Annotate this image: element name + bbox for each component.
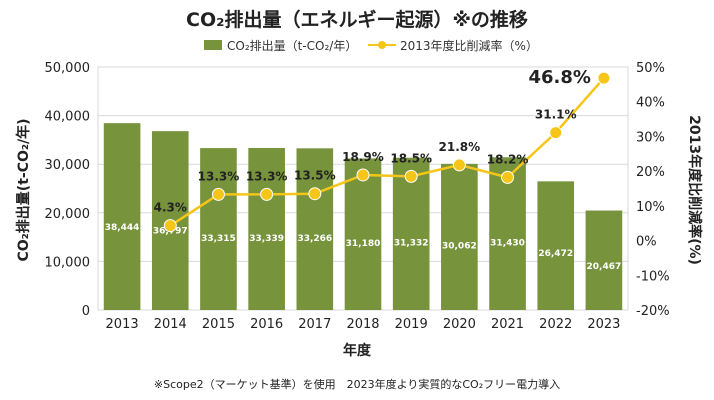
footnote: ※Scope2（マーケット基準）を使用 2023年度より実質的なCO₂フリー電力… bbox=[154, 377, 560, 391]
x-tick-label: 2022 bbox=[539, 317, 572, 332]
bar-value-label: 31,430 bbox=[490, 238, 525, 248]
reduction-marker bbox=[452, 158, 466, 172]
bar bbox=[248, 147, 285, 310]
bar-value-label: 38,444 bbox=[105, 223, 140, 233]
y-tick-label-right: 50% bbox=[636, 61, 665, 76]
bar bbox=[200, 148, 237, 310]
x-axis-ticks: 2013 2014 2015 2016 2017 2018 2019 2020 2021 2022… bbox=[106, 317, 621, 332]
bar-value-label: 20,467 bbox=[587, 262, 622, 272]
legend-bar-label: CO₂排出量（t-CO₂/年） bbox=[227, 39, 357, 53]
reduction-value-label: 4.3% bbox=[154, 201, 187, 215]
legend-line-marker bbox=[378, 41, 386, 49]
y-tick-label-right: 0% bbox=[636, 235, 657, 250]
bar bbox=[103, 123, 141, 310]
legend: CO₂排出量（t-CO₂/年） 2013年度比削減率（%） bbox=[204, 38, 538, 53]
bar bbox=[296, 148, 334, 310]
reduction-value-label: 31.1% bbox=[535, 108, 577, 122]
reduction-marker bbox=[501, 170, 515, 184]
bar-value-label: 31,180 bbox=[346, 239, 381, 249]
bar bbox=[392, 157, 430, 310]
reduction-labels: 4.3% 13.3% 13.3% 13.5% 18.9% 18.5% 21.8% 18.2% 3… bbox=[154, 67, 591, 215]
reduction-value-label: 46.8% bbox=[528, 67, 590, 88]
x-tick-label: 2019 bbox=[395, 317, 428, 332]
y-tick-label-right: 40% bbox=[636, 96, 665, 111]
y-tick-label-left: 50,000 bbox=[45, 61, 91, 76]
reduction-line bbox=[163, 71, 611, 233]
bar-value-label: 33,315 bbox=[201, 234, 236, 244]
x-tick-label: 2016 bbox=[250, 317, 283, 332]
bar bbox=[585, 210, 623, 310]
reduction-value-label: 13.5% bbox=[294, 169, 336, 183]
bar-value-label: 33,266 bbox=[297, 234, 332, 244]
legend-bar-swatch bbox=[204, 40, 222, 50]
y-axis-title-right: 2013年度比削減率(%) bbox=[686, 115, 703, 265]
reduction-marker bbox=[211, 187, 225, 201]
x-tick-label: 2018 bbox=[346, 317, 379, 332]
x-tick-label: 2015 bbox=[202, 317, 235, 332]
legend-line-label: 2013年度比削減率（%） bbox=[400, 38, 538, 53]
x-tick-label: 2017 bbox=[298, 317, 331, 332]
y-tick-label-right: -20% bbox=[636, 304, 670, 319]
x-tick-label: 2023 bbox=[587, 317, 620, 332]
bar-value-label: 33,339 bbox=[249, 234, 284, 244]
y-tick-label-left: 40,000 bbox=[45, 110, 91, 125]
reduction-value-label: 18.2% bbox=[487, 152, 529, 166]
bar bbox=[344, 158, 382, 310]
reduction-marker bbox=[308, 187, 322, 201]
reduction-marker bbox=[260, 187, 274, 201]
x-axis-title: 年度 bbox=[343, 342, 372, 359]
y-tick-label-right: 30% bbox=[636, 130, 665, 145]
bar-value-label: 26,472 bbox=[538, 249, 573, 259]
reduction-marker bbox=[404, 169, 418, 183]
y-tick-label-left: 30,000 bbox=[45, 158, 91, 173]
reduction-marker bbox=[597, 71, 611, 85]
y-tick-label-left: 20,000 bbox=[45, 207, 91, 222]
chart-title: CO₂排出量（エネルギー起源）※の推移 bbox=[186, 8, 528, 31]
bar bbox=[537, 181, 575, 310]
left-axis-ticks: 0 10,000 20,000 30,000 40,000 50,000 bbox=[45, 61, 91, 319]
reduction-marker bbox=[163, 219, 177, 233]
reduction-marker bbox=[356, 168, 370, 182]
y-tick-label-left: 10,000 bbox=[45, 255, 91, 270]
y-tick-label-right: -10% bbox=[636, 269, 670, 284]
y-tick-label-left: 0 bbox=[82, 304, 90, 319]
bar-value-label: 30,062 bbox=[442, 241, 477, 251]
reduction-value-label: 13.3% bbox=[198, 169, 240, 183]
x-tick-label: 2014 bbox=[154, 317, 187, 332]
reduction-line-path bbox=[169, 77, 605, 227]
reduction-value-label: 21.8% bbox=[439, 140, 481, 154]
bars bbox=[103, 123, 623, 310]
bar-value-label: 31,332 bbox=[394, 238, 429, 248]
bar-value-labels: 38,44436,79733,31533,33933,26631,18031,3… bbox=[105, 223, 622, 272]
y-tick-label-right: 20% bbox=[636, 165, 665, 180]
reduction-value-label: 18.9% bbox=[342, 150, 384, 164]
y-axis-title-left: CO₂排出量(t-CO₂/年) bbox=[15, 118, 32, 261]
reduction-value-label: 13.3% bbox=[246, 169, 288, 183]
right-axis-ticks: -20% -10% 0% 10% 20% 30% 40% 50% bbox=[636, 61, 670, 319]
x-tick-label: 2020 bbox=[443, 317, 476, 332]
reduction-value-label: 18.5% bbox=[390, 151, 432, 165]
bar bbox=[441, 163, 478, 310]
x-tick-label: 2013 bbox=[106, 317, 139, 332]
x-tick-label: 2021 bbox=[491, 317, 524, 332]
reduction-marker bbox=[549, 126, 563, 140]
y-tick-label-right: 10% bbox=[636, 200, 665, 215]
